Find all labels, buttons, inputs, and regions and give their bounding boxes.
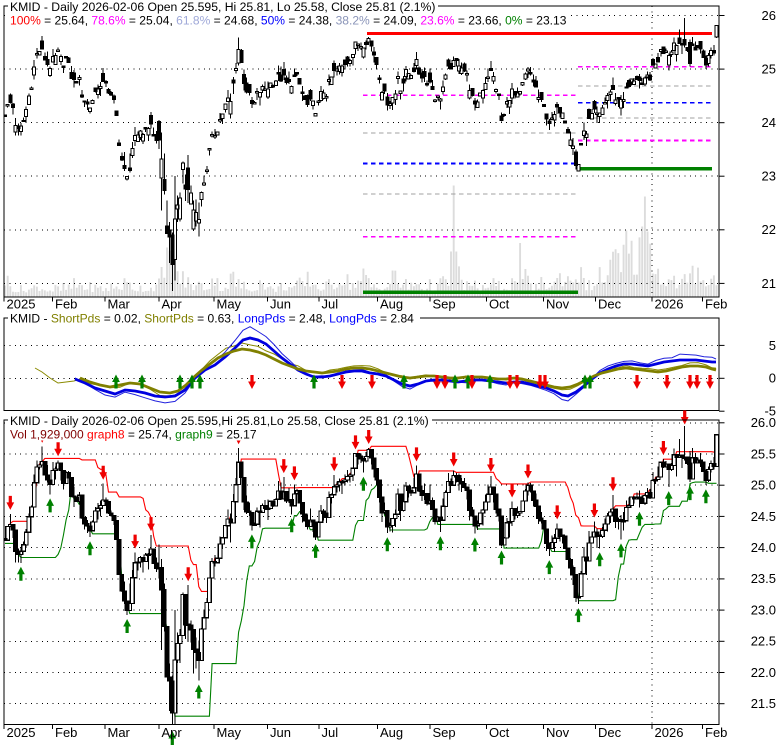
svg-text:Jun: Jun <box>270 725 291 740</box>
svg-text:KMID - ShortPds = 0.02, ShortP: KMID - ShortPds = 0.02, ShortPds = 0.63,… <box>10 311 414 325</box>
svg-text:KMID - Daily 2026-02-06 Open 2: KMID - Daily 2026-02-06 Open 25.595, Hi … <box>10 0 435 14</box>
svg-text:24.5: 24.5 <box>751 509 776 524</box>
svg-text:22.5: 22.5 <box>751 634 776 649</box>
svg-text:Feb: Feb <box>705 725 727 740</box>
svg-text:Sep: Sep <box>433 297 456 312</box>
svg-text:Feb: Feb <box>55 725 77 740</box>
svg-text:21.5: 21.5 <box>751 696 776 711</box>
svg-text:25: 25 <box>762 62 776 77</box>
svg-text:Sep: Sep <box>433 725 456 740</box>
svg-text:KMID - Daily 2026-02-06 Open 2: KMID - Daily 2026-02-06 Open 25.595,Hi 2… <box>10 414 429 428</box>
svg-text:Aug: Aug <box>380 725 403 740</box>
svg-text:26.0: 26.0 <box>751 415 776 430</box>
svg-text:2025: 2025 <box>7 725 36 740</box>
svg-text:5: 5 <box>769 338 776 353</box>
svg-text:Dec: Dec <box>598 297 622 312</box>
svg-text:Apr: Apr <box>162 297 183 312</box>
svg-text:Jun: Jun <box>270 297 291 312</box>
svg-text:21: 21 <box>762 276 776 291</box>
svg-text:Aug: Aug <box>380 297 403 312</box>
svg-text:23.5: 23.5 <box>751 571 776 586</box>
svg-text:25.5: 25.5 <box>751 446 776 461</box>
svg-text:May: May <box>217 725 242 740</box>
svg-text:23.0: 23.0 <box>751 603 776 618</box>
svg-text:Oct: Oct <box>489 725 510 740</box>
svg-text:Oct: Oct <box>489 297 510 312</box>
svg-text:Mar: Mar <box>108 725 131 740</box>
svg-text:Mar: Mar <box>108 297 131 312</box>
svg-text:23: 23 <box>762 169 776 184</box>
svg-text:2025: 2025 <box>7 297 36 312</box>
svg-text:24: 24 <box>762 115 776 130</box>
svg-text:0: 0 <box>769 371 776 386</box>
svg-text:2026: 2026 <box>655 297 684 312</box>
svg-text:22.0: 22.0 <box>751 665 776 680</box>
svg-text:Vol 1,929,000 graph8 = 25.74,: Vol 1,929,000 graph8 = 25.74, graph9 = 2… <box>10 428 257 442</box>
svg-text:May: May <box>217 297 242 312</box>
svg-text:100% = 25.64, 78.6% = 25.04, 6: 100% = 25.64, 78.6% = 25.04, 61.8% = 24.… <box>10 14 567 28</box>
svg-text:26: 26 <box>762 8 776 23</box>
svg-text:-5: -5 <box>764 404 776 419</box>
svg-text:Feb: Feb <box>705 297 727 312</box>
svg-text:25.0: 25.0 <box>751 478 776 493</box>
svg-text:22: 22 <box>762 222 776 237</box>
svg-text:Nov: Nov <box>546 725 570 740</box>
svg-text:Jul: Jul <box>322 725 339 740</box>
svg-text:24.0: 24.0 <box>751 540 776 555</box>
svg-text:Feb: Feb <box>55 297 77 312</box>
svg-text:Dec: Dec <box>598 725 622 740</box>
svg-text:2026: 2026 <box>655 725 684 740</box>
svg-text:Nov: Nov <box>546 297 570 312</box>
svg-text:Jul: Jul <box>322 297 339 312</box>
svg-text:Apr: Apr <box>162 725 183 740</box>
